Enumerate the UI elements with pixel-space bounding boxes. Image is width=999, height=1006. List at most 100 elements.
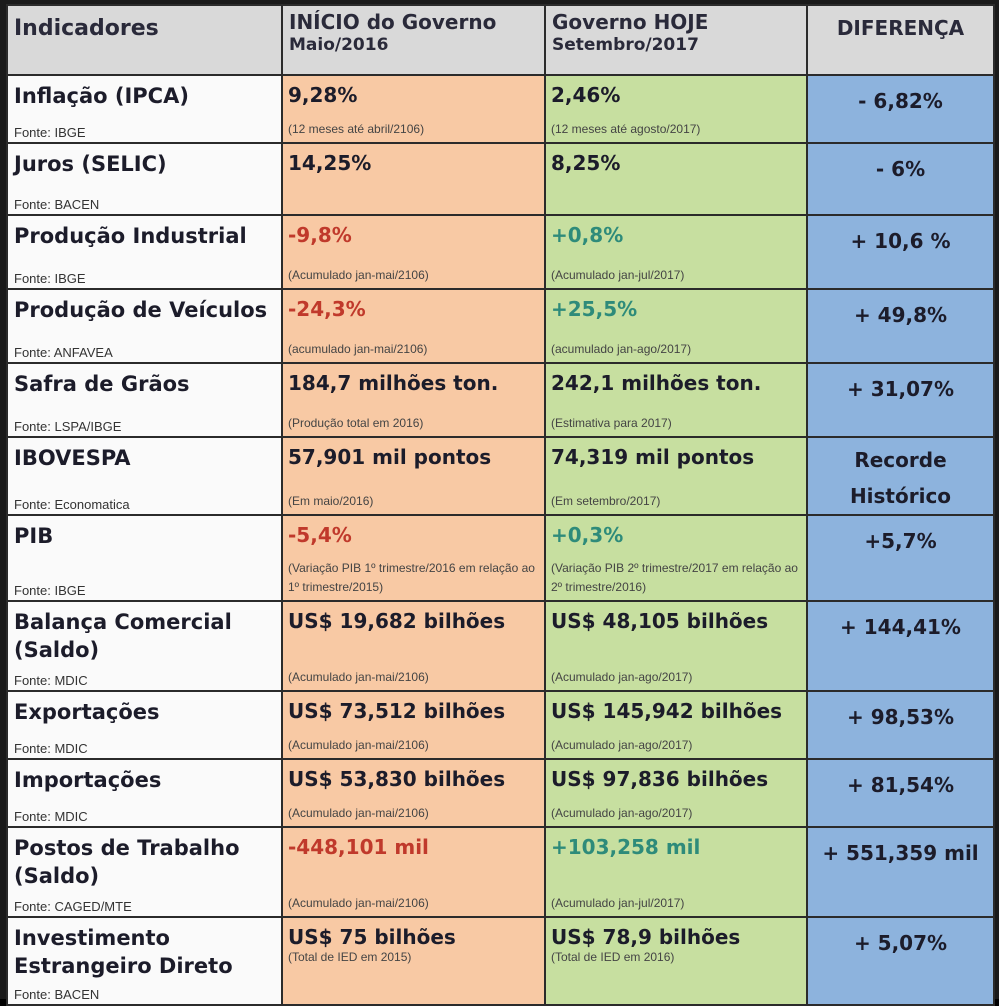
indicator-source: Fonte: IBGE bbox=[14, 271, 86, 286]
header-hoje-title: Governo HOJE bbox=[552, 10, 709, 34]
header-indicadores-label: Indicadores bbox=[14, 16, 159, 41]
header-inicio: INÍCIO do Governo Maio/2016 bbox=[281, 4, 546, 76]
hoje-cell: 74,319 mil pontos (Em setembro/2017) bbox=[544, 436, 808, 516]
hoje-value: US$ 48,105 bilhões bbox=[551, 609, 769, 633]
header-hoje: Governo HOJE Setembro/2017 bbox=[544, 4, 808, 76]
diferenca-cell: + 81,54% bbox=[806, 758, 995, 828]
inicio-note: (Acumulado jan-mai/2106) bbox=[288, 896, 429, 910]
inicio-cell: 9,28% (12 meses até abril/2106) bbox=[281, 74, 546, 144]
inicio-cell: 57,901 mil pontos (Em maio/2016) bbox=[281, 436, 546, 516]
diferenca-cell: + 5,07% bbox=[806, 916, 995, 1006]
diferenca-cell: + 49,8% bbox=[806, 288, 995, 364]
inicio-value: US$ 75 bilhões bbox=[288, 925, 456, 949]
hoje-note: (Acumulado jan-jul/2017) bbox=[551, 268, 685, 282]
table-row: Produção de Veículos Fonte: ANFAVEA -24,3… bbox=[6, 288, 995, 364]
indicator-name: PIB bbox=[14, 524, 54, 548]
hoje-note: (acumulado jan-ago/2017) bbox=[551, 342, 692, 356]
inicio-value: 57,901 mil pontos bbox=[288, 445, 492, 469]
diferenca-cell: +5,7% bbox=[806, 514, 995, 602]
table-row: Balança Comercial (Saldo) Fonte: MDIC US$ … bbox=[6, 600, 995, 692]
hoje-cell: +0,3% (Variação PIB 2º trimestre/2017 em … bbox=[544, 514, 808, 602]
diferenca-cell: - 6,82% bbox=[806, 74, 995, 144]
indicator-name: Safra de Grãos bbox=[14, 372, 190, 396]
header-diferenca: DIFERENÇA bbox=[806, 4, 995, 76]
inicio-cell: US$ 53,830 bilhões (Acumulado jan-mai/210… bbox=[281, 758, 546, 828]
inicio-note: (Acumulado jan-mai/2106) bbox=[288, 806, 429, 820]
hoje-cell: +103,258 mil (Acumulado jan-jul/2017) bbox=[544, 826, 808, 918]
inicio-cell: US$ 75 bilhões (Total de IED em 2015) bbox=[281, 916, 546, 1006]
header-row: Indicadores INÍCIO do Governo Maio/2016 … bbox=[6, 4, 995, 76]
hoje-cell: US$ 48,105 bilhões (Acumulado jan-ago/201… bbox=[544, 600, 808, 692]
indicator-name: Inflação (IPCA) bbox=[14, 84, 189, 108]
inicio-note: (12 meses até abril/2106) bbox=[288, 122, 425, 136]
indicator-source: Fonte: BACEN bbox=[14, 987, 100, 1002]
inicio-cell: US$ 73,512 bilhões (Acumulado jan-mai/210… bbox=[281, 690, 546, 760]
inicio-value: US$ 53,830 bilhões bbox=[288, 767, 506, 791]
indicator-source: Fonte: MDIC bbox=[14, 673, 88, 688]
hoje-note: (Em setembro/2017) bbox=[551, 494, 661, 508]
indicator-cell: IBOVESPA Fonte: Economatica bbox=[6, 436, 283, 516]
inicio-value: 184,7 milhões ton. bbox=[288, 371, 499, 395]
hoje-value: US$ 78,9 bilhões bbox=[551, 925, 741, 949]
inicio-cell: 184,7 milhões ton. (Produção total em 201… bbox=[281, 362, 546, 438]
diferenca-cell: + 98,53% bbox=[806, 690, 995, 760]
indicator-name-line2: (Saldo) bbox=[14, 638, 100, 662]
inicio-note: (Variação PIB 1º trimestre/2016 em relaç… bbox=[288, 561, 535, 594]
hoje-note: (Estimativa para 2017) bbox=[551, 416, 672, 430]
header-inicio-sub: Maio/2016 bbox=[289, 35, 389, 55]
inicio-note: (Total de IED em 2015) bbox=[288, 950, 412, 964]
inicio-value: 14,25% bbox=[288, 151, 372, 175]
diferenca-cell: + 551,359 mil bbox=[806, 826, 995, 918]
indicator-cell: Inflação (IPCA) Fonte: IBGE bbox=[6, 74, 283, 144]
inicio-value: US$ 19,682 bilhões bbox=[288, 609, 506, 633]
indicator-source: Fonte: IBGE bbox=[14, 125, 86, 140]
hoje-note: (Variação PIB 2º trimestre/2017 em relaç… bbox=[551, 561, 798, 594]
hoje-value: 2,46% bbox=[551, 83, 621, 107]
hoje-note: (Acumulado jan-ago/2017) bbox=[551, 670, 693, 684]
indicator-name: Importações bbox=[14, 768, 162, 792]
diferenca-cell: Recorde Histórico bbox=[806, 436, 995, 516]
diferenca-cell: + 10,6 % bbox=[806, 214, 995, 290]
indicator-source: Fonte: CAGED/MTE bbox=[14, 899, 132, 914]
indicator-name: Juros (SELIC) bbox=[14, 152, 167, 176]
indicator-name: Exportações bbox=[14, 700, 160, 724]
hoje-note: (Acumulado jan-ago/2017) bbox=[551, 738, 693, 752]
inicio-note: (Acumulado jan-mai/2106) bbox=[288, 738, 429, 752]
indicator-source: Fonte: IBGE bbox=[14, 583, 86, 598]
indicator-cell: Balança Comercial (Saldo) Fonte: MDIC bbox=[6, 600, 283, 692]
diferenca-value: + 10,6 % bbox=[850, 229, 951, 253]
indicator-cell: Postos de Trabalho (Saldo) Fonte: CAGED/MT… bbox=[6, 826, 283, 918]
indicator-cell: Importações Fonte: MDIC bbox=[6, 758, 283, 828]
hoje-cell: +0,8% (Acumulado jan-jul/2017) bbox=[544, 214, 808, 290]
inicio-note: (Acumulado jan-mai/2106) bbox=[288, 670, 429, 684]
hoje-value: +0,3% bbox=[551, 523, 624, 547]
indicator-name-line1: Investimento bbox=[14, 926, 170, 950]
diferenca-cell: - 6% bbox=[806, 142, 995, 216]
hoje-cell: US$ 97,836 bilhões (Acumulado jan-ago/201… bbox=[544, 758, 808, 828]
inicio-note: (acumulado jan-mai/2106) bbox=[288, 342, 428, 356]
indicator-source: Fonte: MDIC bbox=[14, 741, 88, 756]
indicator-cell: Produção Industrial Fonte: IBGE bbox=[6, 214, 283, 290]
header-indicadores: Indicadores bbox=[6, 4, 283, 76]
inicio-value: 9,28% bbox=[288, 83, 358, 107]
diferenca-value-line1: Recorde bbox=[854, 448, 947, 472]
indicator-name: Produção Industrial bbox=[14, 224, 247, 248]
indicator-name: IBOVESPA bbox=[14, 446, 131, 470]
table-row: Inflação (IPCA) Fonte: IBGE 9,28% (12 mese… bbox=[6, 74, 995, 144]
hoje-value: 74,319 mil pontos bbox=[551, 445, 755, 469]
hoje-value: 8,25% bbox=[551, 151, 621, 175]
diferenca-value: + 98,53% bbox=[846, 705, 955, 729]
table-row: Importações Fonte: MDIC US$ 53,830 bilhõe… bbox=[6, 758, 995, 828]
inicio-note: (Em maio/2016) bbox=[288, 494, 374, 508]
indicators-table: Indicadores INÍCIO do Governo Maio/2016 … bbox=[6, 4, 995, 1006]
diferenca-value: + 551,359 mil bbox=[822, 841, 979, 865]
inicio-value: -448,101 mil bbox=[288, 835, 429, 859]
indicator-name-line2: (Saldo) bbox=[14, 864, 100, 888]
indicator-source: Fonte: MDIC bbox=[14, 809, 88, 824]
hoje-note: (12 meses até agosto/2017) bbox=[551, 122, 701, 136]
hoje-cell: 8,25% bbox=[544, 142, 808, 216]
header-hoje-sub: Setembro/2017 bbox=[552, 35, 699, 55]
hoje-cell: US$ 78,9 bilhões (Total de IED em 2016) bbox=[544, 916, 808, 1006]
hoje-value: 242,1 milhões ton. bbox=[551, 371, 762, 395]
hoje-value: US$ 145,942 bilhões bbox=[551, 699, 783, 723]
